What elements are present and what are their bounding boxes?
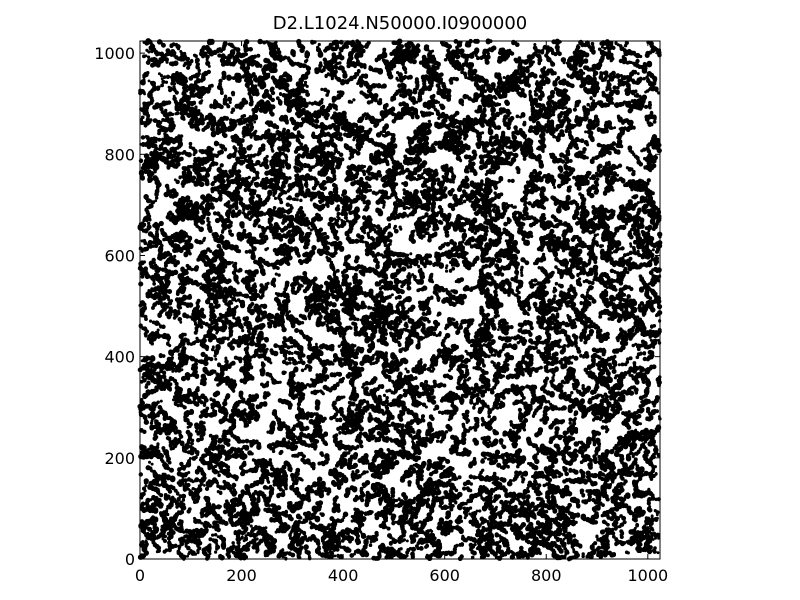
y-tick-label: 600: [104, 246, 135, 265]
y-tick-label: 400: [104, 348, 135, 367]
x-tick-label: 0: [135, 566, 145, 585]
y-tick-label: 0: [125, 550, 135, 569]
x-tick-label: 800: [531, 566, 562, 585]
x-tick-label: 600: [429, 566, 460, 585]
x-tick-label: 200: [226, 566, 257, 585]
y-tick-label: 800: [104, 145, 135, 164]
y-tick-label: 200: [104, 449, 135, 468]
y-tick-label: 1000: [94, 44, 135, 63]
x-tick-label: 1000: [627, 566, 668, 585]
x-tick-label: 400: [328, 566, 359, 585]
